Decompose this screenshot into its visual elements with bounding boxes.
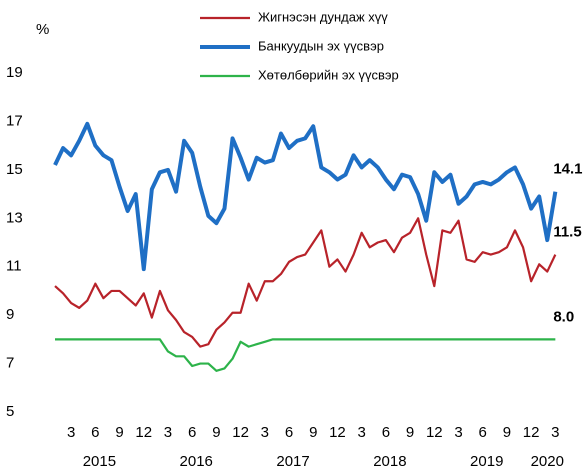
legend-label: Хөтөлбөрийн эх үүсвэр: [258, 67, 399, 82]
x-tick-label: 6: [479, 424, 487, 441]
x-tick-label: 9: [406, 424, 414, 441]
x-tick-label: 3: [164, 424, 172, 441]
year-label: 2020: [531, 453, 564, 470]
y-tick-label: 5: [6, 403, 14, 420]
x-tick-label: 3: [261, 424, 269, 441]
x-tick-label: 3: [357, 424, 365, 441]
year-label: 2018: [373, 453, 406, 470]
x-tick-label: 9: [115, 424, 123, 441]
x-tick-label: 12: [426, 424, 443, 441]
line-series: [55, 338, 556, 372]
x-tick-label: 12: [232, 424, 249, 441]
y-tick-label: 13: [6, 209, 23, 226]
x-tick-label: 9: [503, 424, 511, 441]
y-tick-label: 17: [6, 112, 23, 129]
x-tick-label: 9: [212, 424, 220, 441]
x-tick-label: 3: [454, 424, 462, 441]
end-value-label: 8.0: [553, 308, 574, 325]
end-value-label: 11.5: [553, 224, 581, 241]
legend-label: Жигнэсэн дундаж хүү: [258, 9, 388, 24]
y-axis-unit: %: [36, 21, 49, 38]
x-tick-label: 6: [285, 424, 293, 441]
legend-label: Банкуудын эх үүсвэр: [258, 38, 384, 53]
year-label: 2017: [276, 453, 309, 470]
x-tick-label: 12: [135, 424, 152, 441]
year-label: 2015: [83, 453, 116, 470]
x-tick-label: 3: [551, 424, 559, 441]
x-tick-label: 12: [329, 424, 346, 441]
x-tick-label: 3: [67, 424, 75, 441]
legend: Жигнэсэн дундаж хүү Банкуудын эх үүсвэр Хө…: [200, 9, 399, 82]
x-tick-label: 12: [523, 424, 540, 441]
year-label: 2016: [180, 453, 213, 470]
y-tick-label: 15: [6, 161, 23, 178]
end-value-label: 14.1: [553, 161, 582, 178]
y-tick-label: 19: [6, 64, 23, 81]
x-tick-label: 9: [309, 424, 317, 441]
y-tick-label: 7: [6, 355, 14, 372]
line-series: [53, 121, 558, 272]
line-series: [54, 217, 557, 348]
year-label: 2019: [470, 453, 503, 470]
x-tick-label: 6: [382, 424, 390, 441]
x-tick-label: 6: [188, 424, 196, 441]
y-tick-label: 9: [6, 306, 14, 323]
x-tick-label: 6: [91, 424, 99, 441]
y-tick-label: 11: [6, 258, 22, 275]
